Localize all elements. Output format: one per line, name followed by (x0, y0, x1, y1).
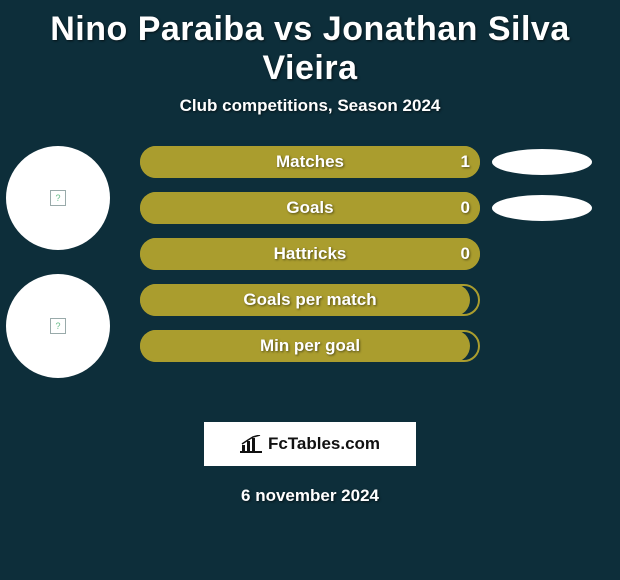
player2-avatar: ? (6, 274, 110, 378)
stat-bar-label: Matches (140, 146, 480, 178)
comparison-ellipse (492, 149, 592, 175)
stat-bar-row: Hattricks0 (140, 238, 480, 270)
image-placeholder-icon: ? (50, 190, 66, 206)
image-placeholder-icon: ? (50, 318, 66, 334)
page-title: Nino Paraiba vs Jonathan Silva Vieira (0, 10, 620, 88)
stat-bar-label: Goals per match (140, 284, 480, 316)
stat-bar-label: Min per goal (140, 330, 480, 362)
right-ellipse-column (492, 146, 592, 376)
stat-bar-label: Hattricks (140, 238, 480, 270)
stat-bars: Matches1Goals0Hattricks0Goals per matchM… (140, 146, 480, 376)
ellipse-slot (492, 146, 592, 178)
ellipse-slot (492, 330, 592, 362)
stat-bar-row: Min per goal (140, 330, 480, 362)
date-text: 6 november 2024 (0, 486, 620, 506)
comparison-area: ? ? Matches1Goals0Hattricks0Goals per ma… (0, 146, 620, 406)
comparison-ellipse (492, 195, 592, 221)
stat-bar-row: Goals0 (140, 192, 480, 224)
ellipse-slot (492, 192, 592, 224)
subtitle: Club competitions, Season 2024 (0, 96, 620, 116)
ellipse-slot (492, 238, 592, 270)
stat-bar-value: 1 (461, 146, 470, 178)
brand-text: FcTables.com (268, 434, 380, 454)
chart-icon (240, 435, 262, 453)
stat-bar-row: Matches1 (140, 146, 480, 178)
ellipse-slot (492, 284, 592, 316)
avatar-column: ? ? (6, 146, 110, 402)
stat-bar-value: 0 (461, 238, 470, 270)
player1-avatar: ? (6, 146, 110, 250)
stat-bar-row: Goals per match (140, 284, 480, 316)
stat-bar-value: 0 (461, 192, 470, 224)
stat-bar-label: Goals (140, 192, 480, 224)
brand-box[interactable]: FcTables.com (204, 422, 416, 466)
